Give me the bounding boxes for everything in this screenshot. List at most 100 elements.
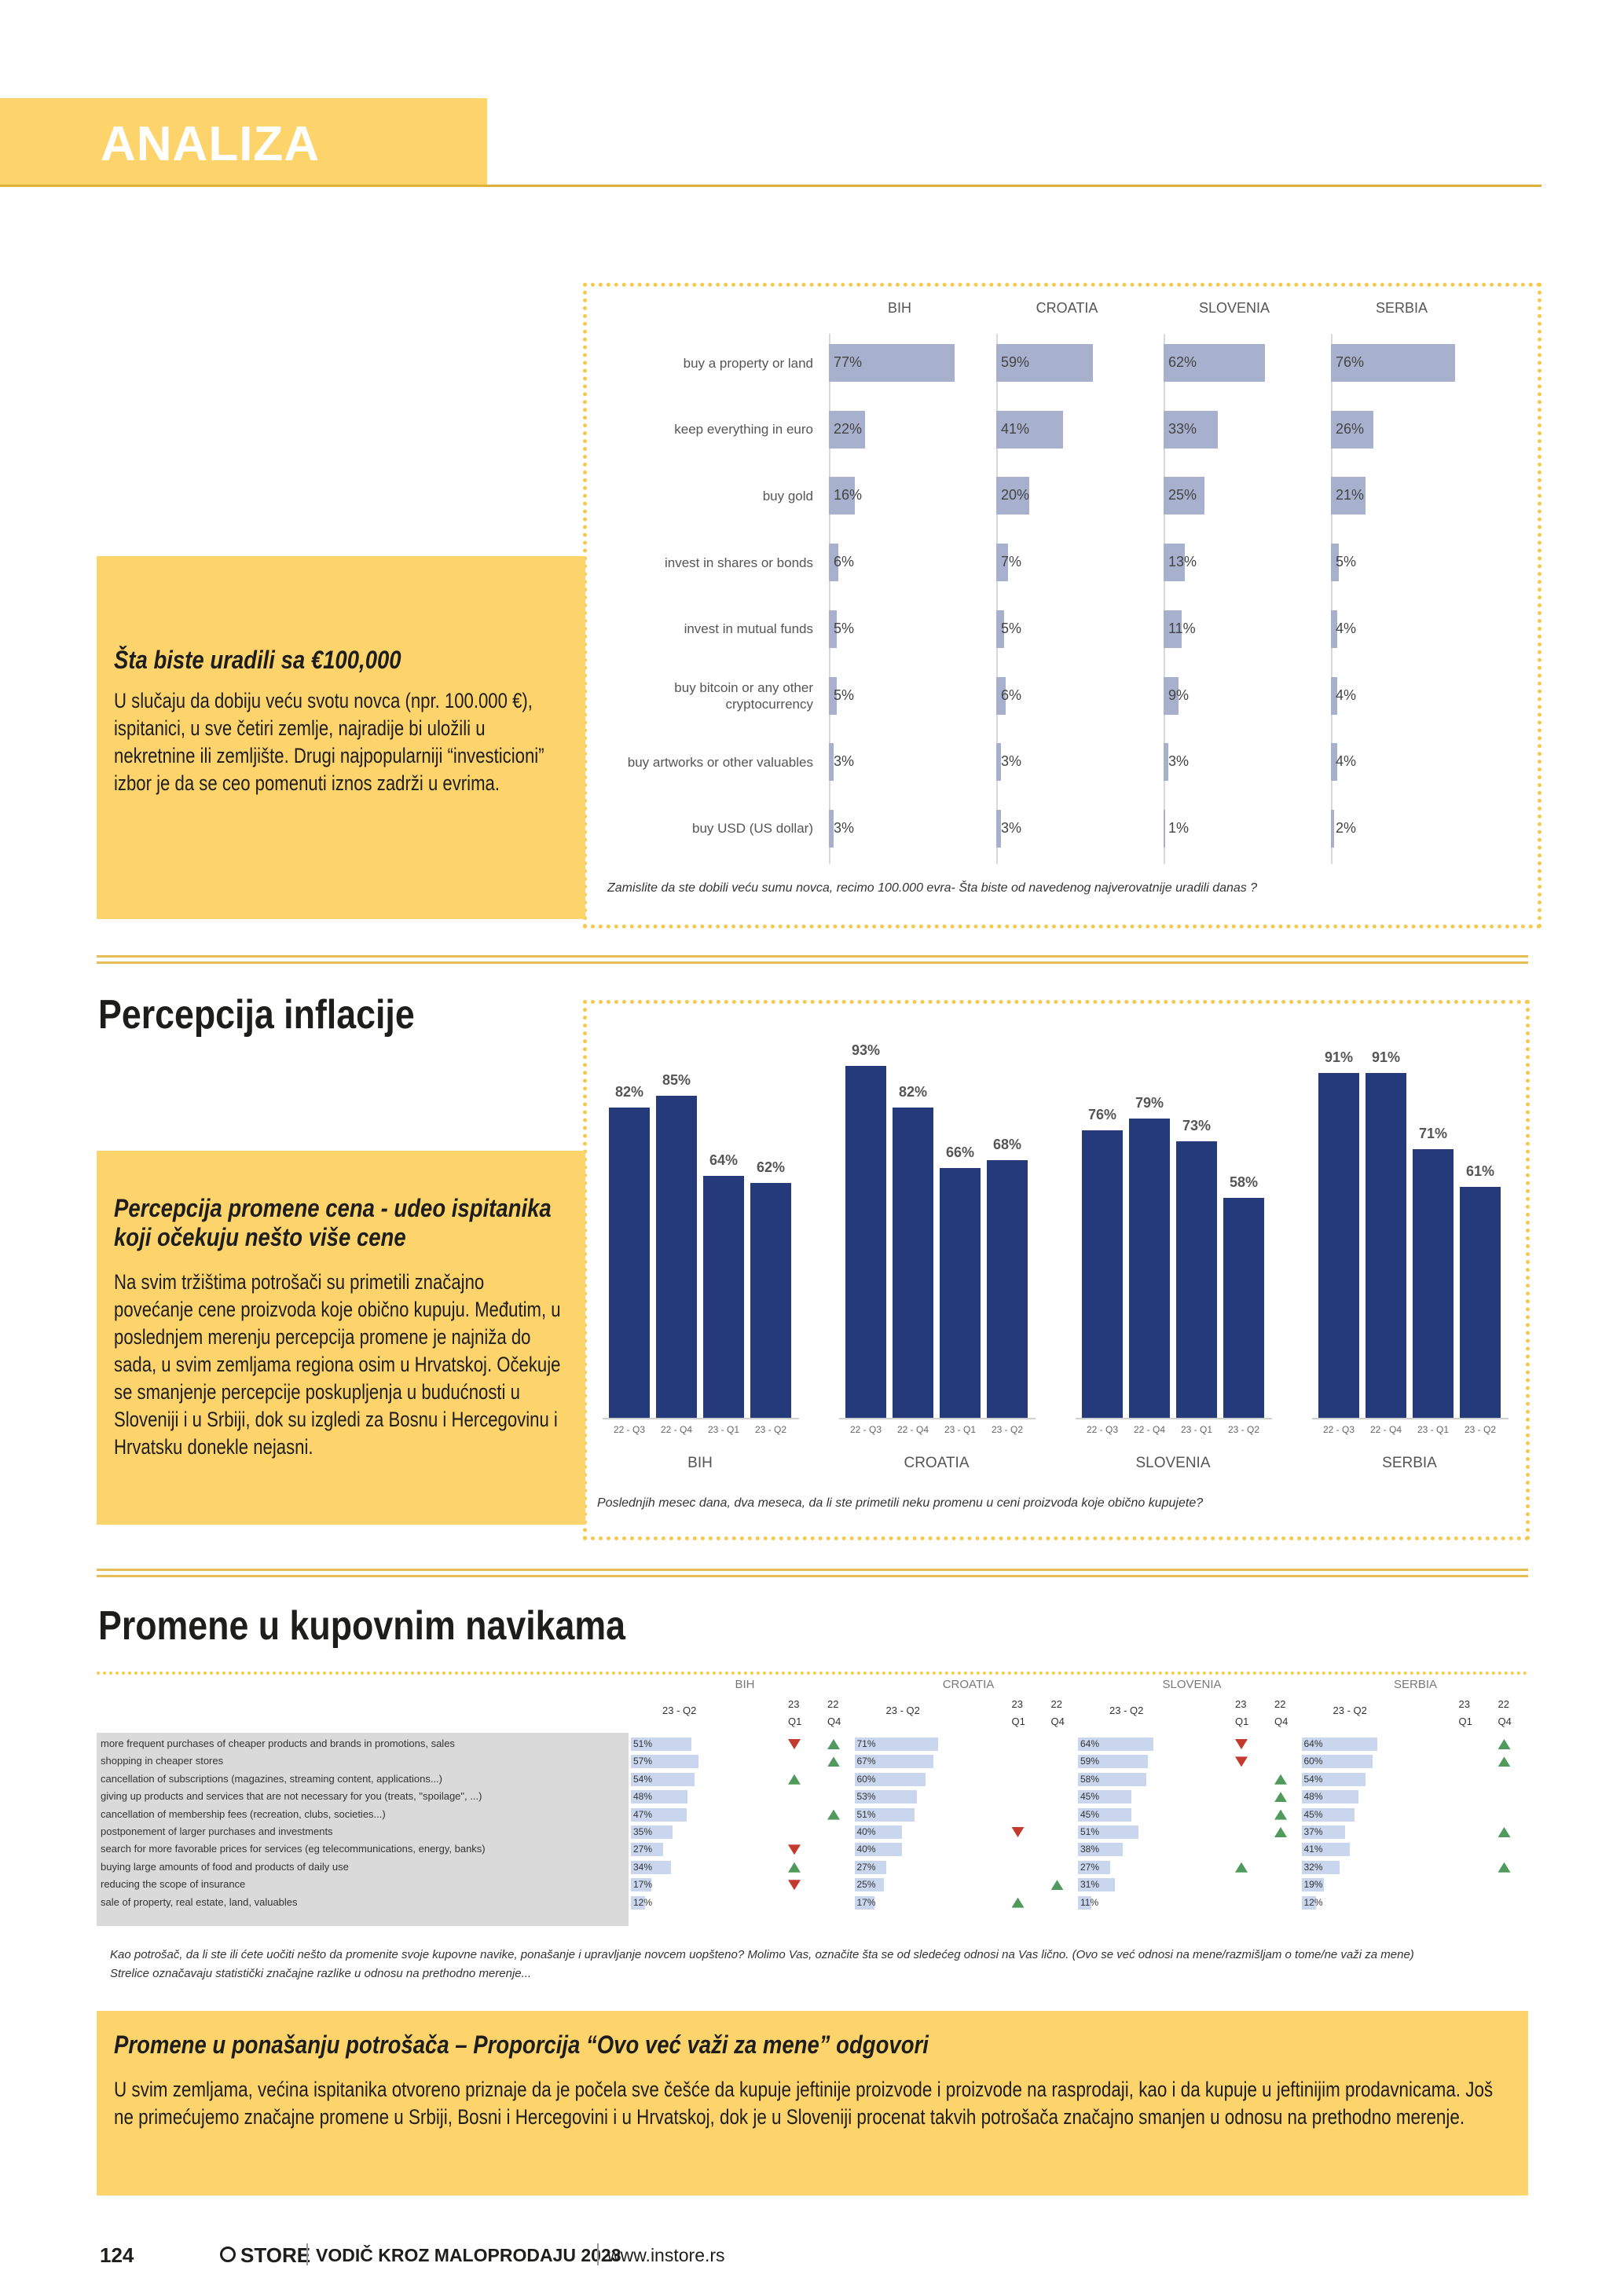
value-label: 91% bbox=[1371, 1049, 1401, 1066]
bar bbox=[1223, 1198, 1264, 1418]
category-label: buy a property or land bbox=[683, 355, 813, 371]
bar bbox=[1082, 1130, 1123, 1418]
bar bbox=[1301, 1755, 1373, 1769]
row-label: search for more favorable prices for ser… bbox=[101, 1843, 486, 1855]
column-header: Q1 bbox=[1011, 1716, 1025, 1727]
value-label: 58% bbox=[1229, 1174, 1259, 1191]
value-label: 3% bbox=[1001, 753, 1022, 770]
bar bbox=[996, 477, 1029, 515]
baseline bbox=[1076, 1418, 1272, 1419]
trend-arrow bbox=[1498, 1739, 1511, 1749]
bar bbox=[829, 477, 856, 515]
row-label: cancellation of membership fees (recreat… bbox=[101, 1807, 386, 1820]
trend-arrow bbox=[1235, 1756, 1248, 1767]
bar bbox=[829, 344, 955, 382]
value-label: 12% bbox=[633, 1896, 653, 1908]
divider bbox=[597, 2243, 599, 2265]
bar bbox=[996, 809, 1002, 848]
baseline bbox=[1312, 1418, 1509, 1419]
value-label: 62% bbox=[1168, 354, 1197, 370]
bar bbox=[631, 1755, 698, 1769]
value-label: 4% bbox=[1336, 753, 1357, 770]
bar bbox=[854, 1755, 933, 1769]
bar bbox=[750, 1183, 791, 1418]
bar bbox=[829, 676, 838, 715]
value-label: 67% bbox=[856, 1756, 876, 1767]
baseline bbox=[839, 1418, 1036, 1419]
value-label: 33% bbox=[1168, 420, 1197, 437]
value-label: 60% bbox=[1303, 1756, 1323, 1767]
value-label: 32% bbox=[1303, 1861, 1323, 1873]
bar bbox=[1301, 1738, 1377, 1751]
value-label: 77% bbox=[834, 354, 863, 370]
bar bbox=[1301, 1843, 1350, 1857]
chart-caption: Zamislite da ste dobili veću sumu novca,… bbox=[607, 881, 1258, 895]
x-tick-label: 22 - Q3 bbox=[849, 1424, 882, 1435]
value-label: 34% bbox=[633, 1861, 653, 1873]
row-label: buying large amounts of food and product… bbox=[101, 1860, 349, 1873]
axis-line bbox=[1331, 334, 1333, 864]
chart-caption: Strelice označavaju statistički značajne… bbox=[110, 1967, 532, 1980]
x-tick-label: 22 - Q3 bbox=[1322, 1424, 1355, 1435]
group-label: BIH bbox=[687, 1455, 713, 1471]
column-title: BIH bbox=[735, 1678, 755, 1691]
value-label: 38% bbox=[1080, 1844, 1100, 1855]
value-label: 3% bbox=[834, 753, 855, 770]
bar bbox=[854, 1843, 902, 1857]
row-label: reducing the scope of insurance bbox=[101, 1878, 246, 1891]
trend-arrow bbox=[1235, 1862, 1248, 1873]
value-label: 93% bbox=[851, 1042, 881, 1058]
value-label: 85% bbox=[662, 1072, 691, 1089]
bar bbox=[1301, 1772, 1366, 1786]
bar bbox=[893, 1107, 933, 1418]
value-label: 27% bbox=[633, 1844, 653, 1855]
row-label: postponement of larger purchases and inv… bbox=[101, 1825, 333, 1837]
bar bbox=[1078, 1772, 1146, 1786]
column-header: Q4 bbox=[1274, 1716, 1289, 1727]
value-label: 45% bbox=[1080, 1791, 1100, 1803]
column-header: 22 bbox=[1274, 1698, 1286, 1710]
x-tick-label: 23 - Q2 bbox=[1227, 1424, 1260, 1435]
value-label: 5% bbox=[1336, 554, 1357, 570]
bar bbox=[854, 1772, 926, 1786]
bar bbox=[1301, 1825, 1345, 1839]
value-label: 64% bbox=[709, 1152, 739, 1168]
column-header: 23 - Q2 bbox=[1333, 1705, 1367, 1716]
bar bbox=[609, 1107, 650, 1418]
bar bbox=[1331, 809, 1335, 848]
category-label: buy bitcoin or any other cryptocurrency bbox=[674, 679, 813, 712]
trend-arrow bbox=[1498, 1827, 1511, 1837]
value-label: 53% bbox=[856, 1791, 876, 1803]
panel-title: SERBIA bbox=[1375, 300, 1428, 316]
bar bbox=[1331, 544, 1340, 582]
section-label: ANALIZA bbox=[101, 117, 321, 171]
column-header: 23 - Q2 bbox=[662, 1705, 697, 1716]
value-label: 27% bbox=[1080, 1861, 1100, 1873]
value-label: 7% bbox=[1001, 554, 1022, 570]
value-label: 26% bbox=[1336, 420, 1365, 437]
x-tick-label: 22 - Q4 bbox=[660, 1424, 693, 1435]
value-label: 9% bbox=[1168, 687, 1190, 703]
bar bbox=[1176, 1141, 1217, 1418]
column-header: 23 bbox=[1235, 1698, 1247, 1710]
value-label: 12% bbox=[1303, 1896, 1323, 1908]
bar bbox=[854, 1878, 884, 1892]
column-header: Q4 bbox=[1050, 1716, 1065, 1727]
value-label: 6% bbox=[834, 554, 855, 570]
bar bbox=[996, 410, 1064, 449]
category-label: invest in shares or bonds bbox=[665, 555, 813, 570]
value-label: 60% bbox=[856, 1773, 876, 1785]
separator bbox=[97, 1569, 1528, 1571]
row-label: cancellation of subscriptions (magazines… bbox=[101, 1772, 442, 1785]
bar bbox=[854, 1825, 902, 1839]
value-label: 37% bbox=[1303, 1826, 1323, 1837]
bar bbox=[1078, 1825, 1138, 1839]
value-label: 13% bbox=[1168, 554, 1197, 570]
bar bbox=[631, 1790, 687, 1804]
bar bbox=[631, 1738, 691, 1751]
bar bbox=[1301, 1807, 1355, 1822]
bar bbox=[1301, 1790, 1358, 1804]
x-tick-label: 23 - Q1 bbox=[1417, 1424, 1450, 1435]
value-label: 59% bbox=[1001, 354, 1030, 370]
section-heading: Percepcija inflacije bbox=[98, 992, 415, 1038]
